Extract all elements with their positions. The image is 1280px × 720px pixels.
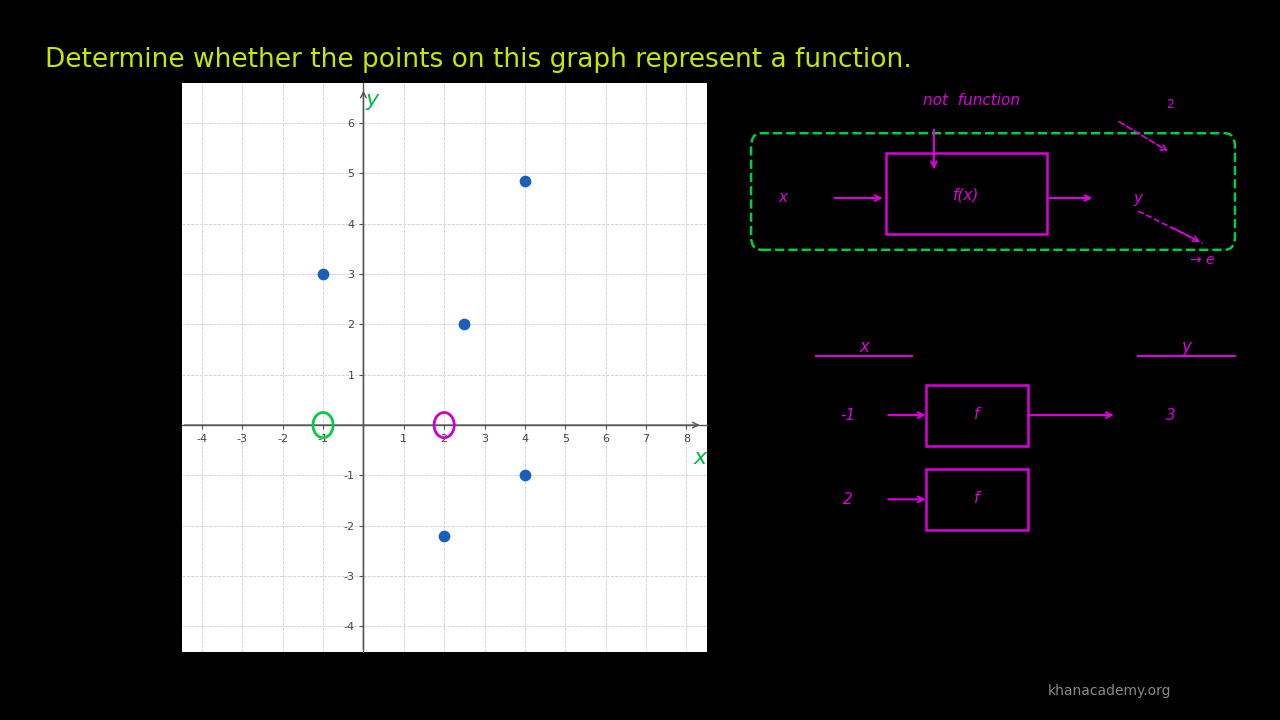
Point <box>434 530 454 541</box>
Text: khanacademy.org: khanacademy.org <box>1048 685 1171 698</box>
Point <box>312 269 333 280</box>
Text: not  function: not function <box>923 94 1020 108</box>
Text: y: y <box>366 90 379 110</box>
Text: → e: → e <box>1190 253 1215 266</box>
Text: x: x <box>859 338 869 356</box>
Text: f(x): f(x) <box>952 187 979 202</box>
Text: 3: 3 <box>1166 408 1175 423</box>
Point <box>454 319 475 330</box>
Text: y: y <box>1134 191 1143 205</box>
Point <box>515 469 535 481</box>
Text: x: x <box>694 448 707 468</box>
Text: -1: -1 <box>840 408 855 423</box>
Text: 2: 2 <box>844 492 852 507</box>
Text: f: f <box>974 407 979 422</box>
Text: Determine whether the points on this graph represent a function.: Determine whether the points on this gra… <box>45 47 911 73</box>
Point <box>515 175 535 186</box>
Text: y: y <box>1181 338 1192 356</box>
Text: f: f <box>974 491 979 506</box>
Text: x: x <box>778 191 788 205</box>
Text: 2: 2 <box>1166 97 1174 111</box>
